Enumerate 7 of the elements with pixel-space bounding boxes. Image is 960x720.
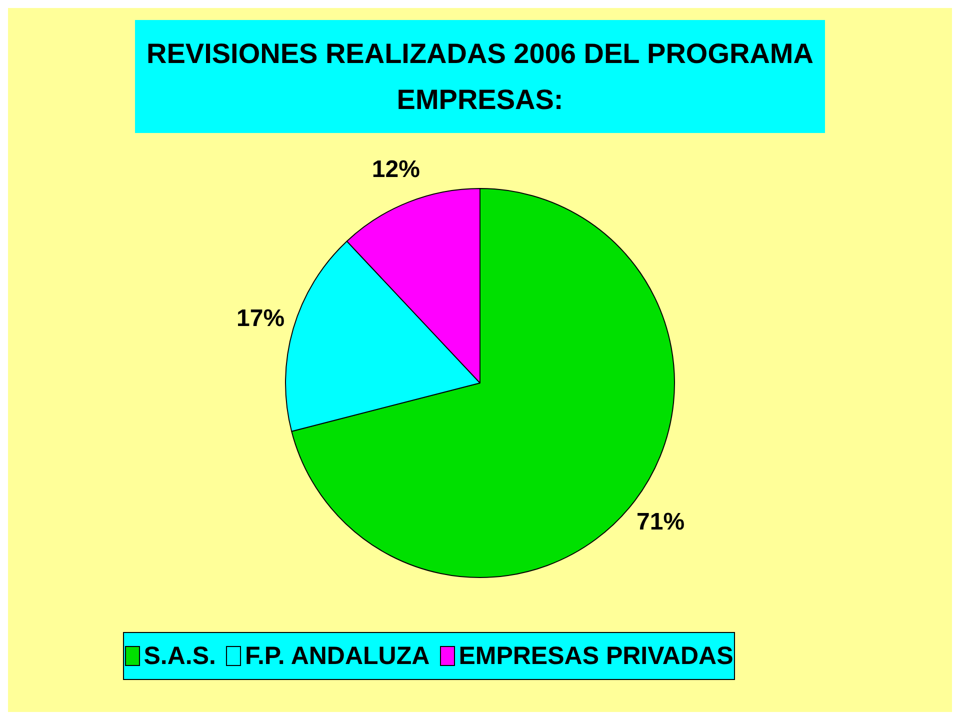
legend-label: EMPRESAS PRIVADAS xyxy=(458,642,734,670)
legend-label: F.P. ANDALUZA xyxy=(244,642,430,670)
data-label: 17% xyxy=(236,304,285,332)
data-label: 12% xyxy=(372,156,420,184)
data-label: 71% xyxy=(636,508,685,536)
legend-label: S.A.S. xyxy=(144,642,216,670)
chart-title: REVISIONES REALIZADAS 2006 DEL PROGRAMA EMPRESAS: xyxy=(146,36,814,116)
